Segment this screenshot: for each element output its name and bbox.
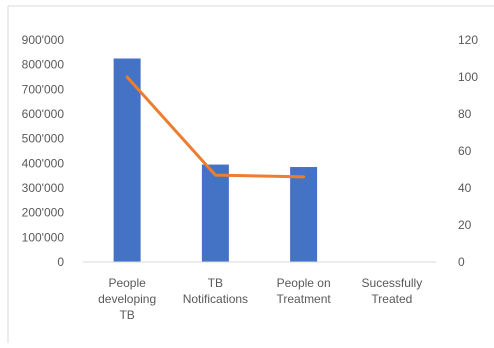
category-label-line: People on — [277, 276, 331, 290]
left-tick-label: 100'000 — [22, 230, 65, 244]
line-series — [125, 75, 306, 179]
right-tick-label: 0 — [458, 255, 465, 269]
category-label-line: developing — [98, 292, 156, 306]
category-label: People developing TB — [98, 276, 156, 322]
category-label-line: TB — [208, 276, 223, 290]
category-label-line: TB — [119, 308, 134, 322]
right-axis-ticks: 0 20 40 60 80 100 120 — [458, 33, 478, 269]
left-tick-label: 600'000 — [22, 107, 65, 121]
category-label-line: Notifications — [183, 292, 248, 306]
category-label: People on Treatment — [277, 276, 332, 306]
left-tick-label: 0 — [57, 255, 64, 269]
left-tick-label: 200'000 — [22, 206, 65, 220]
right-tick-label: 60 — [458, 144, 472, 158]
bar — [290, 167, 318, 262]
category-label-line: Treatment — [277, 292, 332, 306]
right-tick-label: 100 — [458, 70, 478, 84]
bar-series — [113, 58, 318, 262]
right-tick-label: 40 — [458, 181, 472, 195]
left-tick-label: 500'000 — [22, 132, 65, 146]
bar — [113, 58, 141, 262]
category-label-line: Sucessfully — [362, 276, 423, 290]
category-label-line: Treated — [371, 292, 412, 306]
left-tick-label: 400'000 — [22, 156, 65, 170]
left-tick-label: 300'000 — [22, 181, 65, 195]
category-labels: People developing TB TB Notifications People … — [98, 276, 422, 322]
category-label: TB Notifications — [183, 276, 248, 306]
right-tick-label: 120 — [458, 33, 478, 47]
left-axis-ticks: 0 100'000 200'000 300'000 400'000 500'000 600'… — [22, 33, 65, 269]
left-tick-label: 900'000 — [22, 33, 65, 47]
category-label-line: People — [108, 276, 146, 290]
right-tick-label: 80 — [458, 107, 472, 121]
right-tick-label: 20 — [458, 218, 472, 232]
left-tick-label: 800'000 — [22, 58, 65, 72]
line-path — [125, 75, 306, 179]
left-tick-label: 700'000 — [22, 82, 65, 96]
bar — [201, 164, 229, 262]
category-label: Sucessfully Treated — [362, 276, 423, 306]
